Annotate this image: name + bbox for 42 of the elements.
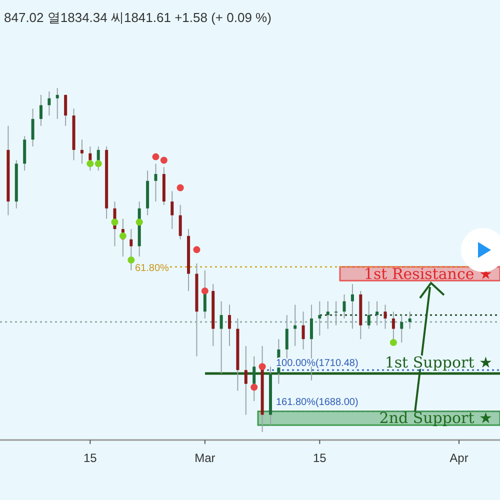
candlestick: [244, 346, 248, 416]
point: [111, 218, 118, 226]
point: [152, 153, 160, 160]
candlestick: [318, 300, 322, 336]
candlestick: [367, 300, 370, 330]
point: [128, 256, 135, 264]
candlestick: [350, 284, 354, 330]
candlestick: [48, 90, 51, 116]
candlestick: [334, 300, 338, 326]
candlestick: [392, 311, 395, 340]
candlestick: [302, 311, 305, 350]
candlestick: [376, 300, 379, 326]
candlestick: [342, 294, 346, 319]
candlestick: [384, 304, 387, 330]
band-label: 2nd Support ★: [379, 409, 492, 428]
x-tick-label: Mar: [194, 451, 216, 465]
candlestick: [31, 108, 34, 147]
candlestick: [326, 300, 330, 330]
x-tick-label: 15: [312, 451, 327, 465]
text: 847.02 열1834.34 씨1841.61 +1.58 (+ 0.09 %): [4, 10, 272, 25]
candlestick: [294, 304, 297, 346]
candlestick: [178, 204, 182, 240]
point: [119, 232, 126, 240]
annotation: 161.80%(1688.00): [276, 397, 358, 408]
x-tick-label: 15: [83, 451, 98, 465]
candlestick: [220, 300, 223, 374]
candlestick: [80, 139, 84, 164]
candlestick: [408, 311, 412, 330]
point: [390, 339, 397, 346]
candlestick: [400, 314, 404, 344]
annotation: 61.80%: [135, 263, 170, 274]
candlestick: [154, 163, 158, 202]
x-tick-label: Apr: [450, 451, 468, 465]
point: [136, 218, 143, 226]
point: [160, 156, 168, 164]
candlestick: [170, 190, 174, 230]
candlestick: [39, 94, 42, 126]
candlestick: [228, 304, 232, 346]
point: [94, 160, 102, 168]
candlestick: [64, 94, 68, 126]
point: [86, 160, 94, 168]
candlestick: [56, 88, 59, 120]
